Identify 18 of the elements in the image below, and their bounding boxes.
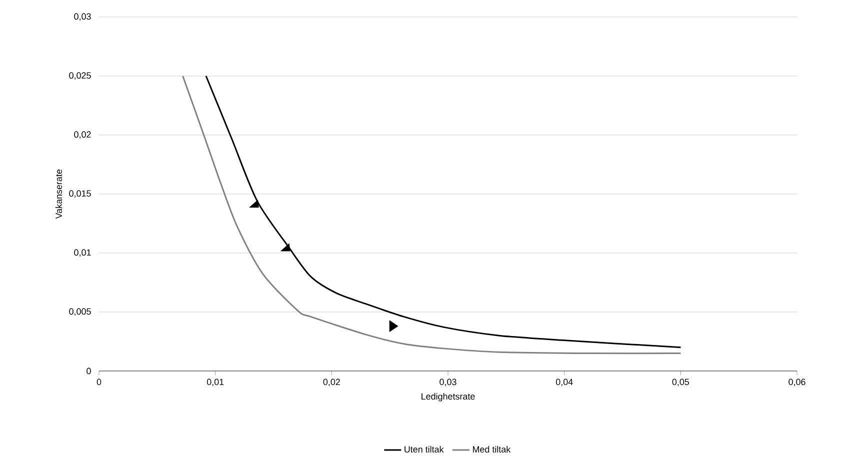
x-tick-label: 0,02 [323,378,340,386]
legend-label: Med tiltak [472,446,511,453]
legend-label: Uten tiltak [404,446,444,453]
x-tick-label: 0,04 [556,378,573,386]
y-tick-label: 0,02 [74,131,91,139]
y-tick-label: 0,015 [69,190,91,198]
y-tick-label: 0 [86,368,91,374]
y-tick-label: 0,01 [74,249,91,257]
x-tick-label: 0,03 [440,378,456,386]
x-tick-label: 0,06 [788,378,806,386]
y-tick-label: 0,025 [69,72,91,80]
y-axis-title: Vakanserate [55,170,62,219]
x-tick-label: 0 [96,378,102,386]
x-tick-label: 0,01 [206,378,224,386]
y-tick-label: 0,03 [74,13,91,21]
x-axis-title: Ledighetsrate [422,393,475,402]
x-tick-label: 0,05 [672,378,690,386]
y-tick-label: 0,005 [69,308,91,316]
